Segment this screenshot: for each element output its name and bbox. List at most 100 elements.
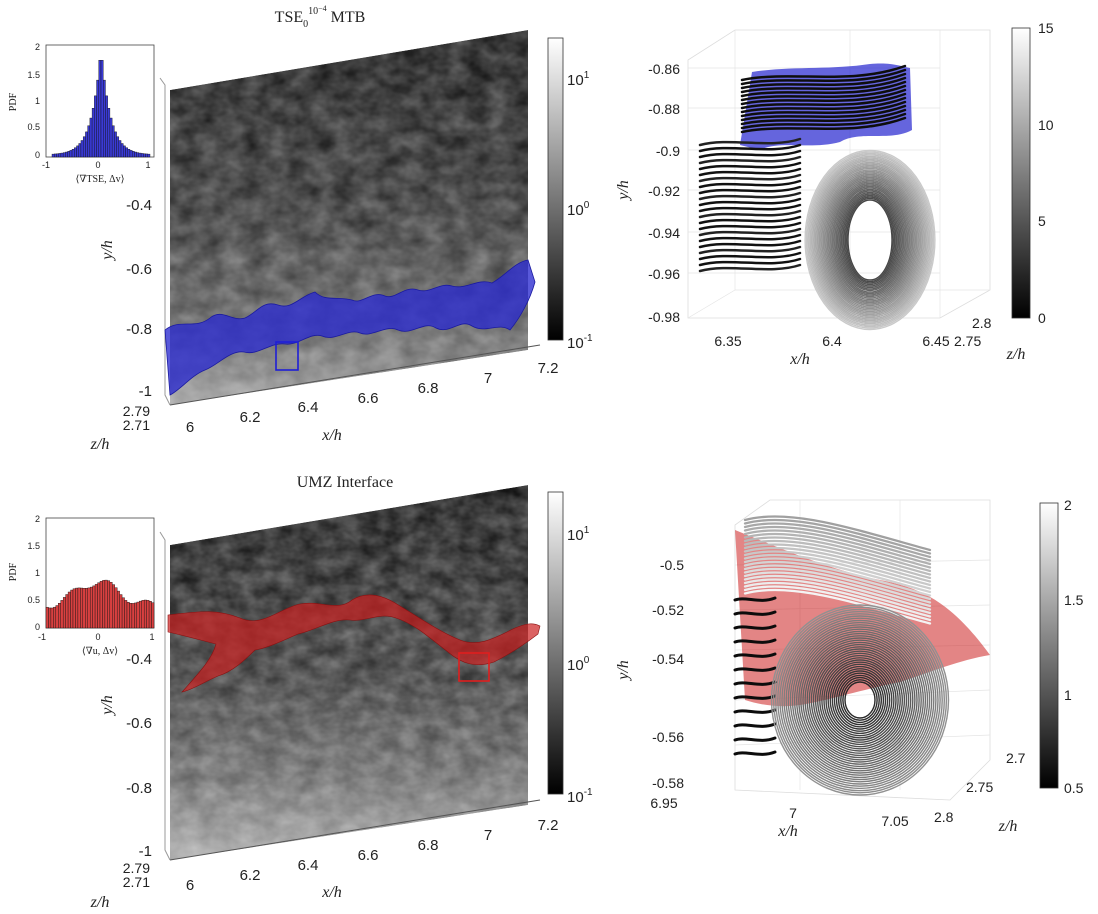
streamline: [740, 76, 907, 94]
top-x-tick: 6: [186, 419, 194, 436]
histogram-bar: [67, 151, 71, 158]
top-title-sup: 10: [308, 6, 318, 17]
streamline: [698, 233, 802, 243]
histogram-bar: [151, 602, 155, 629]
histogram-bar: [76, 145, 79, 158]
histogram-bar: [124, 600, 128, 629]
streamline: [743, 571, 932, 608]
streamline: [740, 92, 907, 110]
bottom-y-tick: -0.8: [126, 780, 152, 797]
streamline: [844, 196, 896, 284]
histogram-bar: [118, 140, 122, 158]
bottom-inset-bars: [45, 579, 155, 629]
histogram-bar: [87, 587, 91, 629]
histogram-bar: [120, 143, 124, 158]
streamline: [808, 643, 912, 757]
streamline: [833, 670, 887, 730]
bottom-zoom3d-x-label: x/h: [777, 823, 798, 840]
top-y-ticks: -0.4 -0.6 -0.8 -1: [126, 197, 152, 400]
streamline: [810, 646, 910, 754]
top-zoom3d-x-tick: 6.4: [822, 333, 842, 349]
top-colorbar-tick: 101: [567, 70, 590, 89]
top-inset-x-tick: 1: [145, 160, 150, 170]
streamline: [743, 560, 932, 597]
top-title: TSE010−4 MTB: [275, 4, 366, 30]
streamline: [817, 652, 904, 748]
top-y-tick: -0.4: [126, 197, 152, 214]
histogram-bar: [123, 145, 126, 158]
streamline: [733, 610, 777, 616]
histogram-bar: [138, 152, 142, 158]
streamline: [743, 546, 932, 583]
streamline: [812, 648, 908, 752]
histogram-bar: [77, 587, 81, 629]
bottom-z-label: z/h: [90, 894, 110, 911]
histogram-bar: [80, 587, 84, 629]
streamline: [843, 194, 897, 286]
histogram-bar: [85, 588, 88, 629]
streamline: [825, 173, 915, 307]
histogram-bar: [136, 152, 140, 158]
top-y-tick: -0.8: [126, 321, 152, 338]
bottom-inset-pdf: 2 1.5 1 0.5 0 -1 0 1 ⟨∇u, Δv⟩ PDF: [8, 514, 155, 657]
bottom-zoom3d-z-tick: 2.7: [1006, 750, 1026, 766]
histogram-bar: [148, 601, 152, 629]
histogram-bar: [136, 601, 140, 629]
streamline: [805, 151, 935, 329]
histogram-bar: [62, 152, 66, 158]
bottom-inset-y-label: PDF: [8, 562, 19, 581]
bottom-z-tick: 2.79: [123, 860, 150, 876]
streamline: [842, 193, 898, 287]
streamline: [825, 661, 895, 739]
bottom-x-ticks: 6 6.2 6.4 6.6 6.8 7 7.2: [186, 817, 559, 894]
histogram-bar: [50, 607, 54, 629]
top-zoom-box: [275, 341, 299, 371]
streamline: [802, 637, 918, 763]
streamline: [816, 163, 924, 317]
streamline: [698, 221, 802, 231]
histogram-bar: [114, 587, 118, 629]
histogram-bar: [60, 152, 64, 158]
histogram-bar: [78, 143, 82, 158]
histogram-bar: [89, 117, 93, 158]
histogram-bar: [71, 149, 75, 158]
streamline: [733, 722, 777, 728]
bottom-zoom3d-x-ticks: 6.95 7 7.05: [650, 795, 908, 829]
streamline: [743, 585, 932, 622]
histogram-bar: [60, 600, 64, 629]
top-z-tick: 2.71: [123, 417, 150, 433]
top-colorbar: 101 100 10-1: [547, 37, 593, 352]
streamline: [775, 608, 946, 792]
top-x-tick: 7.2: [538, 360, 559, 377]
streamline: [740, 108, 907, 126]
bottom-inset-y-tick: 1.5: [27, 541, 40, 551]
streamline: [740, 104, 907, 122]
streamline: [846, 197, 895, 283]
top-zoom3d-colorbar-tick: 10: [1038, 117, 1054, 133]
streamline: [804, 149, 936, 331]
bottom-umz-surface: [167, 594, 541, 693]
bottom-zoom3d-y-label: y/h: [615, 660, 632, 682]
top-inset-y-tick: 0.5: [27, 122, 40, 132]
streamline: [772, 606, 948, 794]
streamline: [835, 185, 905, 295]
histogram-bar: [134, 602, 138, 629]
histogram-bar: [98, 60, 102, 158]
top-zoom3d-x-ticks: 6.35 6.4 6.45: [714, 333, 949, 349]
svg-text:TSE010−4 MTB: TSE010−4 MTB: [275, 4, 366, 30]
bottom-inset-y-tick: 1: [35, 568, 40, 578]
bottom-zoom3d-y-tick: -0.52: [652, 602, 684, 618]
top-zoom3d-streamlines: [698, 64, 936, 331]
bottom-inset-x-tick: -1: [38, 632, 46, 642]
bottom-inset-x-tick: 0: [95, 632, 100, 642]
histogram-bar: [107, 108, 111, 158]
streamline: [698, 185, 802, 195]
streamline: [820, 167, 921, 313]
bottom-zoom3d-x-tick: 7: [789, 805, 797, 821]
histogram-bar: [82, 136, 86, 158]
streamline: [814, 650, 906, 750]
histogram-bar: [65, 594, 69, 629]
streamline: [826, 175, 914, 305]
streamline: [743, 557, 932, 594]
bottom-zoom3d-y-ticks: -0.5 -0.52 -0.54 -0.56 -0.58: [652, 557, 684, 791]
